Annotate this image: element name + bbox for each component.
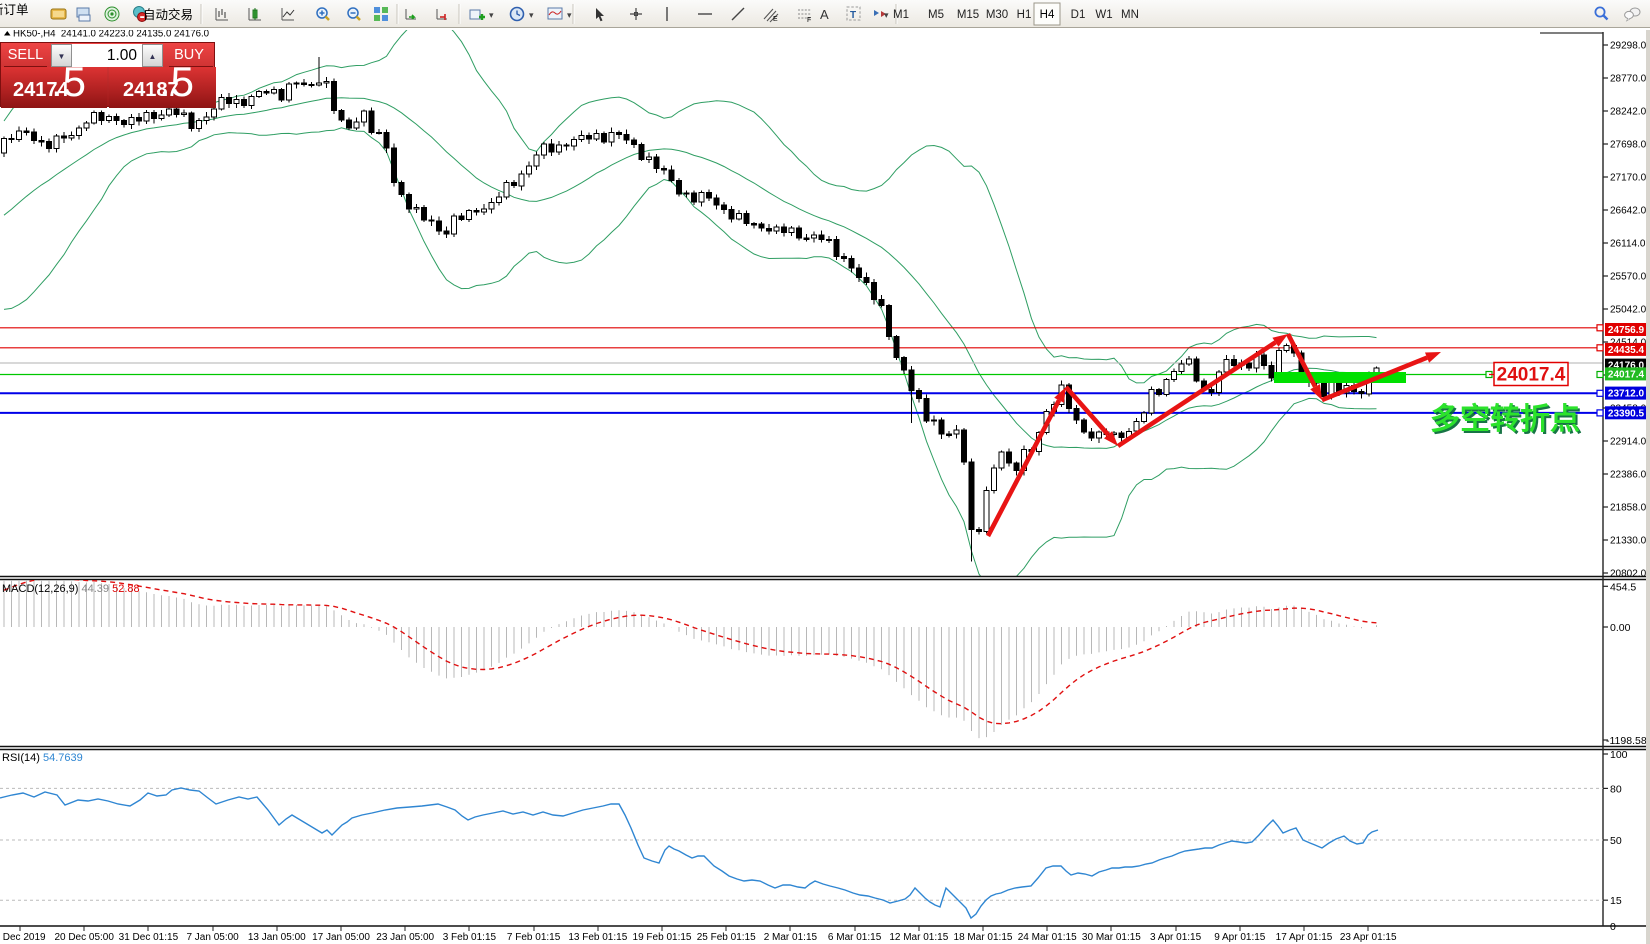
svg-text:▾: ▾	[884, 10, 889, 20]
svg-text:28770.0: 28770.0	[1610, 74, 1647, 85]
svg-text:25042.0: 25042.0	[1610, 305, 1647, 316]
svg-text:5 Dec 2019: 5 Dec 2019	[0, 932, 46, 943]
svg-text:T: T	[850, 10, 856, 21]
svg-text:24176.0: 24176.0	[1608, 361, 1645, 372]
svg-text:-1198.58: -1198.58	[1606, 735, 1647, 747]
svg-text:H4: H4	[1040, 9, 1055, 21]
svg-text:F: F	[807, 17, 811, 24]
svg-text:15: 15	[1610, 895, 1622, 907]
svg-text:21330.0: 21330.0	[1610, 536, 1647, 547]
svg-text:24017.4: 24017.4	[1608, 369, 1645, 380]
svg-text:30 Mar 01:15: 30 Mar 01:15	[1082, 932, 1141, 943]
svg-text:MN: MN	[1121, 9, 1139, 21]
svg-text:24435.4: 24435.4	[1608, 345, 1645, 356]
svg-text:23390.5: 23390.5	[1608, 408, 1645, 419]
svg-text:26642.0: 26642.0	[1610, 206, 1647, 217]
svg-text:W1: W1	[1095, 9, 1112, 21]
svg-text:18 Mar 01:15: 18 Mar 01:15	[954, 932, 1013, 943]
svg-text:新订单: 新订单	[0, 2, 29, 17]
svg-text:0.00: 0.00	[1610, 622, 1631, 634]
svg-text:6 Mar 01:15: 6 Mar 01:15	[828, 932, 882, 943]
svg-text:M30: M30	[986, 9, 1008, 21]
svg-text:3 Apr 01:15: 3 Apr 01:15	[1150, 932, 1202, 943]
svg-text:27170.0: 27170.0	[1610, 173, 1647, 184]
svg-text:M5: M5	[928, 9, 944, 21]
svg-text:50: 50	[1610, 835, 1622, 847]
svg-text:80: 80	[1610, 783, 1622, 795]
svg-text:2 Mar 01:15: 2 Mar 01:15	[764, 932, 818, 943]
svg-text:E: E	[773, 16, 778, 23]
svg-text:H1: H1	[1017, 9, 1032, 21]
svg-text:25 Feb 01:15: 25 Feb 01:15	[697, 932, 756, 943]
svg-text:自动交易: 自动交易	[143, 7, 193, 22]
svg-text:17 Apr 01:15: 17 Apr 01:15	[1276, 932, 1333, 943]
svg-text:7 Feb 01:15: 7 Feb 01:15	[507, 932, 561, 943]
svg-text:▾: ▾	[567, 10, 572, 20]
svg-text:25570.0: 25570.0	[1610, 272, 1647, 283]
svg-text:29298.0: 29298.0	[1610, 41, 1647, 52]
svg-text:27698.0: 27698.0	[1610, 140, 1647, 151]
svg-text:MACD(12,26,9) 44.39 52.88: MACD(12,26,9) 44.39 52.88	[2, 583, 140, 595]
svg-text:13 Jan 05:00: 13 Jan 05:00	[248, 932, 306, 943]
svg-text:HK50-,H4 24141.0 24223.0 2413: HK50-,H4 24141.0 24223.0 24135.0 24176.0	[13, 30, 210, 40]
svg-text:M1: M1	[893, 9, 909, 21]
svg-text:D1: D1	[1071, 9, 1086, 21]
svg-text:21858.0: 21858.0	[1610, 503, 1647, 514]
svg-text:19 Feb 01:15: 19 Feb 01:15	[633, 932, 692, 943]
svg-text:▾: ▾	[489, 10, 494, 20]
svg-text:22914.0: 22914.0	[1610, 437, 1647, 448]
svg-text:23712.0: 23712.0	[1608, 389, 1645, 400]
svg-text:22386.0: 22386.0	[1610, 470, 1647, 481]
svg-text:M15: M15	[957, 9, 979, 21]
svg-text:23 Jan 05:00: 23 Jan 05:00	[376, 932, 434, 943]
svg-text:0: 0	[1610, 921, 1616, 933]
svg-text:多空转折点: 多空转折点	[1430, 403, 1580, 436]
svg-text:A: A	[820, 7, 829, 22]
svg-text:17 Jan 05:00: 17 Jan 05:00	[312, 932, 370, 943]
svg-text:多空转折点: 多空转折点	[1432, 405, 1582, 438]
svg-text:13 Feb 01:15: 13 Feb 01:15	[568, 932, 627, 943]
svg-text:3 Feb 01:15: 3 Feb 01:15	[443, 932, 497, 943]
svg-text:23 Apr 01:15: 23 Apr 01:15	[1340, 932, 1397, 943]
svg-text:20802.0: 20802.0	[1610, 569, 1647, 580]
svg-text:12 Mar 01:15: 12 Mar 01:15	[889, 932, 948, 943]
svg-text:7 Jan 05:00: 7 Jan 05:00	[186, 932, 239, 943]
svg-text:RSI(14) 54.7639: RSI(14) 54.7639	[2, 752, 83, 764]
svg-text:24 Mar 01:15: 24 Mar 01:15	[1018, 932, 1077, 943]
svg-text:24756.9: 24756.9	[1608, 325, 1645, 336]
svg-text:100: 100	[1610, 749, 1628, 761]
svg-text:31 Dec 01:15: 31 Dec 01:15	[119, 932, 179, 943]
svg-text:454.5: 454.5	[1610, 581, 1636, 593]
svg-text:26114.0: 26114.0	[1610, 239, 1646, 250]
svg-text:20 Dec 05:00: 20 Dec 05:00	[54, 932, 114, 943]
svg-text:28242.0: 28242.0	[1610, 107, 1647, 118]
svg-text:▾: ▾	[529, 10, 534, 20]
svg-text:24017.4: 24017.4	[1497, 365, 1566, 386]
svg-text:9 Apr 01:15: 9 Apr 01:15	[1214, 932, 1266, 943]
